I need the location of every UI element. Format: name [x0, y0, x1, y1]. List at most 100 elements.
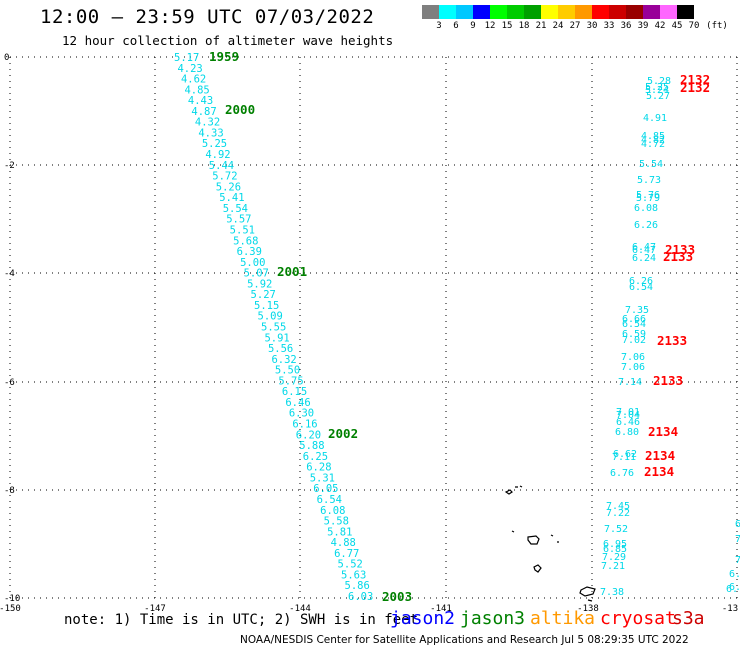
wave-height-value: 6.08: [634, 203, 658, 214]
y-tick-label: -8: [4, 486, 15, 496]
map-axis-ticks: -150 -147 -144 -141 -138 -13 0 -2 -4 -6 -8 -10: [0, 53, 738, 614]
island-outline: [579, 586, 596, 602]
wave-height-value: 6.30: [289, 408, 314, 420]
wave-height-value: 4.87: [191, 106, 216, 118]
track-time-label: 2132: [680, 80, 710, 95]
color-scale-cell: [473, 5, 490, 19]
color-scale-cell: [439, 5, 456, 19]
wave-height-value: 5.91: [264, 332, 289, 344]
color-scale-label: 21: [535, 21, 547, 31]
wave-height-value: 4.88: [331, 537, 356, 549]
wave-height-value: 5.17: [174, 52, 199, 64]
wave-height-value: 5.55: [261, 322, 286, 334]
wave-height-value: 5.07: [244, 268, 269, 280]
wave-height-value: 7.45: [606, 501, 630, 512]
footer-credit: NOAA/NESDIS Center for Satellite Applica…: [240, 634, 689, 646]
color-scale-label: 45: [671, 21, 683, 31]
wave-height-value: 6.39: [237, 246, 262, 258]
wave-height-value: 6.54: [317, 494, 342, 506]
wave-height-value: 5.63: [341, 569, 366, 581]
legend-cryosat: cryosat: [600, 608, 676, 629]
wave-height-value: 6.54: [622, 319, 646, 330]
color-scale-cell: [626, 5, 643, 19]
color-scale-cell: [541, 5, 558, 19]
wave-height-value: 7.11: [612, 452, 636, 463]
y-tick-label: -4: [4, 269, 15, 279]
wave-height-value: 6.26: [629, 276, 653, 287]
legend-note: note: 1) Time is in UTC; 2) SWH is in fe…: [64, 612, 419, 628]
color-scale-label: 30: [586, 21, 598, 31]
wave-height-value: 6.66: [622, 314, 646, 325]
wave-height-value: 7.38: [600, 587, 624, 598]
color-scale-cell: [609, 5, 626, 19]
wave-height-value: 4.82: [641, 135, 665, 146]
wave-height-value: 6.95: [603, 539, 627, 550]
color-scale-labels: 3 6 9 12 15 18 21 24 27 30 33 36 39 42 45 70 (ft): [422, 21, 740, 33]
track-time-label: 2134: [645, 448, 675, 463]
wave-height-value: 6.80: [615, 427, 639, 438]
track-time-label: 2002: [328, 426, 358, 441]
wave-height-value: 5.57: [226, 214, 251, 226]
color-scale-label: 33: [603, 21, 615, 31]
wave-height-value: 4.23: [177, 63, 202, 75]
color-scale-cell: [507, 5, 524, 19]
color-scale-label: 70: [688, 21, 700, 31]
color-scale-cell: [490, 5, 507, 19]
wave-height-value: 5.54: [223, 203, 248, 215]
legend-jason3: jason3: [460, 608, 526, 629]
track-time-label: 1959: [209, 49, 239, 64]
wave-height-value: 6.25: [303, 451, 328, 463]
wave-height-value: 7: [735, 534, 740, 545]
map-title: 12:00 – 23:59 UTC 07/03/2022: [40, 6, 375, 28]
wave-height-value: 6.47: [632, 245, 656, 256]
wave-height-value: 5.28: [647, 76, 671, 87]
x-tick-label: -13: [722, 604, 738, 614]
track-time-label: 2001: [277, 264, 307, 279]
wave-height-value: 7.14: [618, 377, 642, 388]
color-scale-cell: [592, 5, 609, 19]
color-scale-label: 15: [501, 21, 513, 31]
y-tick-label: -6: [4, 378, 15, 388]
x-tick-label: -147: [144, 604, 166, 614]
wave-height-value: 5.09: [258, 311, 283, 323]
color-scale-label: 6: [453, 21, 459, 31]
track-time-label: 2132: [680, 72, 710, 87]
wave-height-value: 5.27: [251, 289, 276, 301]
wave-height-value: 4.85: [184, 84, 209, 96]
wave-height-value: 7.29: [602, 552, 626, 563]
color-scale-cell: [575, 5, 592, 19]
wave-height-value: 6.20: [296, 429, 321, 441]
wave-height-value: 6.16: [292, 419, 317, 431]
wave-height-value: 6.46: [616, 417, 640, 428]
wave-height-value: 5.58: [324, 516, 349, 528]
wave-height-value: 6: [735, 519, 740, 530]
legend-jason2: jason2: [390, 608, 456, 629]
wave-height-value: 7: [735, 555, 740, 566]
track-labels: 5.174.234.624.854.434.874.324.335.254.92…: [174, 49, 740, 604]
wave-height-value: 6.28: [306, 462, 331, 474]
wave-height-value: 6.85: [603, 544, 627, 555]
wave-height-value: 5.27: [646, 91, 670, 102]
wave-height-value: 4.62: [181, 74, 206, 86]
color-scale-label: 27: [569, 21, 581, 31]
wave-height-value: 6.05: [313, 483, 338, 495]
track-time-label: 2134: [648, 424, 678, 439]
track-time-label: 2133: [657, 333, 687, 348]
wave-height-value: 5.75: [278, 375, 303, 387]
wave-height-value: 6.: [726, 584, 738, 595]
wave-height-value: 5.76: [636, 190, 660, 201]
wave-height-value: 4.33: [198, 127, 223, 139]
wave-height-value: 6.59: [622, 329, 646, 340]
wave-height-value: 7.52: [604, 524, 628, 535]
color-scale-label: 42: [654, 21, 666, 31]
color-scale-label: 12: [484, 21, 496, 31]
wave-height-value: 5.25: [202, 138, 227, 150]
color-scale-cell: [422, 5, 439, 19]
wave-height-value: 6.: [729, 582, 740, 593]
x-tick-label: -150: [0, 604, 21, 614]
track-time-label: 2000: [225, 102, 255, 117]
wave-height-value: 6.03: [348, 591, 373, 603]
wave-height-value: 6.: [729, 569, 740, 580]
